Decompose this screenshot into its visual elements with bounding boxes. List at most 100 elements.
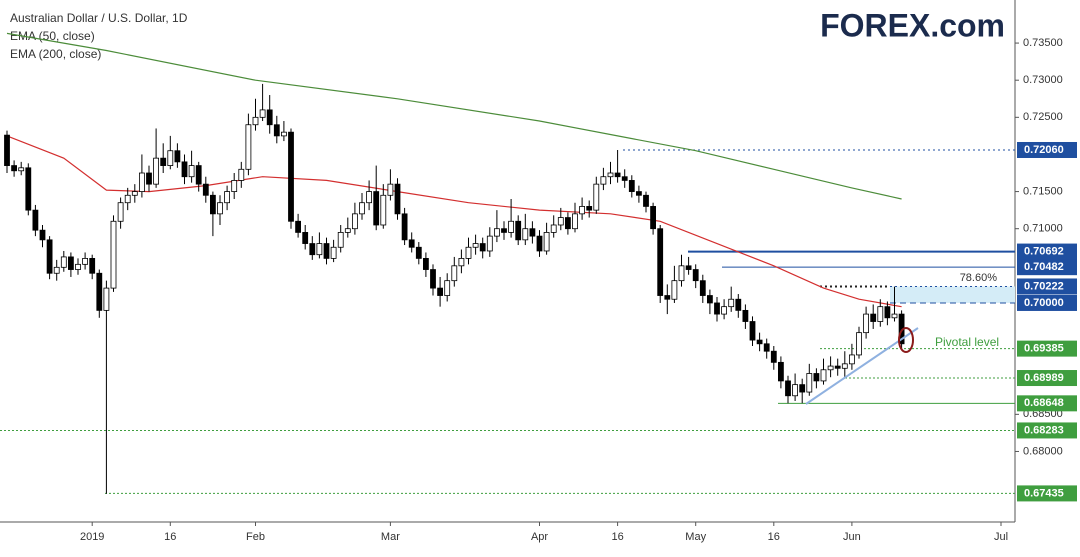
level-label: 0.70692 <box>1024 245 1064 257</box>
candle-body <box>174 150 181 163</box>
ema-line <box>6 32 902 200</box>
level-label-box <box>1017 422 1077 439</box>
y-tick-label: 0.71500 <box>1023 185 1063 197</box>
candle-body <box>657 228 664 296</box>
candle-body <box>863 313 869 334</box>
candle-body <box>188 165 195 178</box>
candle-body <box>153 157 160 185</box>
candle-body <box>11 165 18 172</box>
candle-body <box>401 213 408 241</box>
candle-body <box>209 194 216 215</box>
candle-body <box>465 246 472 259</box>
candle-body <box>273 124 280 137</box>
level-label: 0.69385 <box>1024 343 1064 355</box>
candle-body <box>138 172 145 192</box>
y-tick-label: 0.73000 <box>1023 74 1063 86</box>
candle-body <box>60 256 67 268</box>
candle-body <box>529 228 536 237</box>
candle-body <box>501 228 507 233</box>
candle-body <box>68 256 74 270</box>
candle-body <box>110 220 117 289</box>
candle-body <box>259 109 266 118</box>
candle-body <box>82 258 88 265</box>
candle-body <box>316 243 323 256</box>
candle-body <box>636 191 642 196</box>
candle-body <box>593 183 600 211</box>
level-label-box <box>1017 278 1077 295</box>
chart-title: Australian Dollar / U.S. Dollar, 1D <box>10 11 188 25</box>
candle-body <box>437 287 444 296</box>
highlight-ring <box>898 327 914 353</box>
candle-body <box>806 373 813 393</box>
level-label-box <box>1017 294 1077 311</box>
candle-body <box>387 183 394 196</box>
candle-body <box>351 213 358 230</box>
candle-body <box>707 295 713 304</box>
level-label: 0.67435 <box>1024 487 1064 499</box>
candle-body <box>131 191 138 196</box>
logo: FOREX.com <box>820 7 1005 43</box>
candle-body <box>25 167 32 211</box>
candle-body <box>430 269 436 289</box>
candle-body <box>714 302 720 315</box>
x-tick-label: 16 <box>611 531 623 543</box>
candle-body <box>522 228 529 241</box>
candle-body <box>415 246 422 259</box>
candle-body <box>692 269 699 282</box>
candle-body <box>607 172 614 178</box>
y-tick-label: 0.72500 <box>1023 111 1063 123</box>
candle-body <box>621 176 628 181</box>
candle-body <box>572 213 578 230</box>
candle-body <box>721 306 727 315</box>
candle-body <box>280 131 287 137</box>
candle-body <box>841 363 848 369</box>
candle-body <box>103 287 110 311</box>
candle-body <box>408 239 415 248</box>
candle-body <box>536 235 543 252</box>
candle-body <box>4 134 10 166</box>
candle-body <box>323 243 330 259</box>
candle-body <box>124 194 131 204</box>
level-label: 0.70000 <box>1024 297 1064 309</box>
candle-body <box>770 350 777 363</box>
candle-body <box>849 354 855 365</box>
candle-body <box>366 191 373 204</box>
x-tick-label: Jul <box>994 531 1008 543</box>
candle-body <box>39 229 46 241</box>
candle-body <box>586 206 593 211</box>
candle-body <box>238 168 245 181</box>
candle-body <box>785 380 791 397</box>
candle-body <box>302 232 309 244</box>
y-tick-label: 0.68000 <box>1023 445 1063 457</box>
candle-body <box>309 243 316 256</box>
x-tick-label: Apr <box>531 531 548 543</box>
candle-body <box>181 161 188 178</box>
candle-body <box>565 217 571 230</box>
candle-body <box>884 306 891 319</box>
candle-body <box>543 232 550 252</box>
candle-body <box>245 124 252 170</box>
candle-body <box>792 384 798 397</box>
candle-body <box>117 202 124 222</box>
candle-body <box>288 131 294 222</box>
candle-body <box>359 202 365 215</box>
candle-body <box>515 220 522 241</box>
candle-body <box>444 280 451 296</box>
candle-body <box>160 157 167 166</box>
candle-body <box>735 298 742 311</box>
candle-body <box>486 235 493 252</box>
x-tick-label: 16 <box>164 531 176 543</box>
candle-body <box>877 306 884 322</box>
candle-body <box>728 298 735 308</box>
candle-body <box>96 272 103 311</box>
candle-body <box>53 266 60 274</box>
fib-annotation: 78.60% <box>960 272 998 284</box>
candle-body <box>46 239 53 274</box>
candle-body <box>252 116 259 126</box>
candle-body <box>472 243 479 248</box>
level-label-box <box>1017 340 1077 357</box>
candle-body <box>643 194 649 207</box>
candle-body <box>167 150 174 166</box>
candle-body <box>870 313 877 322</box>
